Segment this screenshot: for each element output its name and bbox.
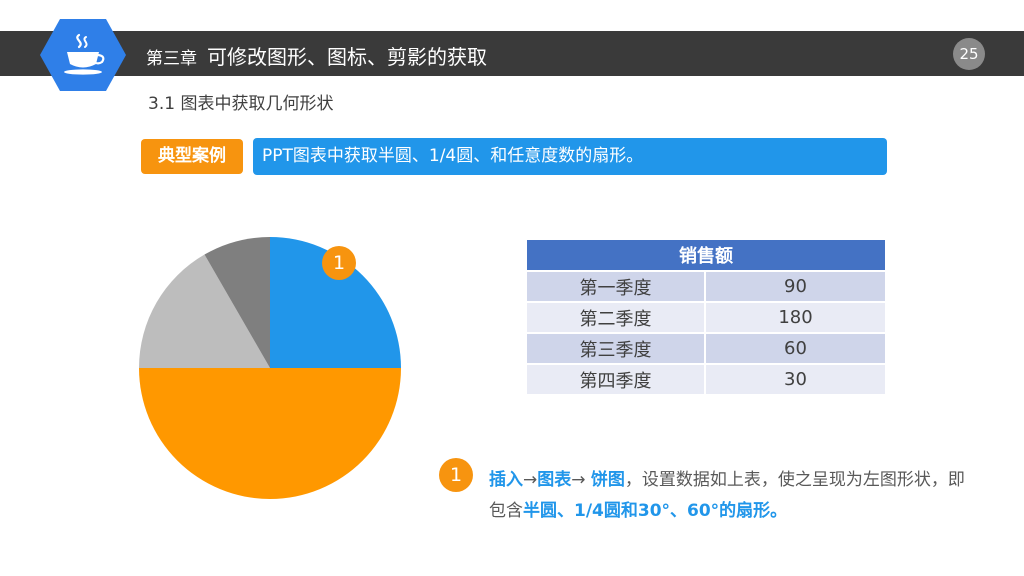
page-number: 25 — [953, 38, 985, 70]
table-row: 第二季度 180 — [527, 303, 885, 334]
table-header: 销售额 — [527, 240, 885, 272]
value-cell: 180 — [706, 303, 885, 334]
pie-slice-3 — [139, 254, 270, 368]
note-chart: 图表 — [537, 470, 572, 490]
case-tag: 典型案例 — [141, 139, 243, 174]
pie-callout-marker: 1 — [322, 246, 356, 280]
pie-chart — [139, 237, 401, 499]
chapter-title: 可修改图形、图标、剪影的获取 — [207, 45, 487, 69]
quarter-cell: 第三季度 — [527, 334, 706, 365]
quarter-cell: 第二季度 — [527, 303, 706, 334]
coffee-cup-icon — [64, 33, 105, 75]
note-pie: 饼图 — [590, 470, 625, 490]
note-body: ，设置数据如上表，使之呈现为左图形状，即包含 — [489, 470, 965, 521]
note-arrow: → — [523, 470, 538, 490]
note-highlight: 半圆、1/4圆和30°、60°的扇形。 — [523, 501, 788, 521]
pie-slice-1 — [270, 237, 401, 368]
quarter-cell: 第一季度 — [527, 272, 706, 303]
section-title: 3.1 图表中获取几何形状 — [148, 94, 334, 114]
note-arrow: → — [571, 470, 591, 490]
note-insert: 插入 — [489, 470, 523, 490]
value-cell: 60 — [706, 334, 885, 365]
table-row: 第四季度 30 — [527, 365, 885, 396]
value-cell: 90 — [706, 272, 885, 303]
logo-badge — [40, 19, 126, 91]
value-cell: 30 — [706, 365, 885, 396]
table-row: 第三季度 60 — [527, 334, 885, 365]
pie-slice-2 — [139, 368, 401, 499]
pie-slice-4 — [204, 237, 270, 368]
note-marker: 1 — [439, 458, 473, 492]
table-row: 第一季度 90 — [527, 272, 885, 303]
header-bar — [0, 31, 1024, 76]
sales-table: 销售额 第一季度 90 第二季度 180 第三季度 60 第四季度 30 — [527, 240, 885, 396]
chapter-prefix: 第三章 — [146, 49, 197, 69]
quarter-cell: 第四季度 — [527, 365, 706, 396]
instruction-note: 插入→图表→ 饼图，设置数据如上表，使之呈现为左图形状，即包含半圆、1/4圆和3… — [489, 465, 969, 527]
case-banner: PPT图表中获取半圆、1/4圆、和任意度数的扇形。 — [253, 138, 887, 175]
